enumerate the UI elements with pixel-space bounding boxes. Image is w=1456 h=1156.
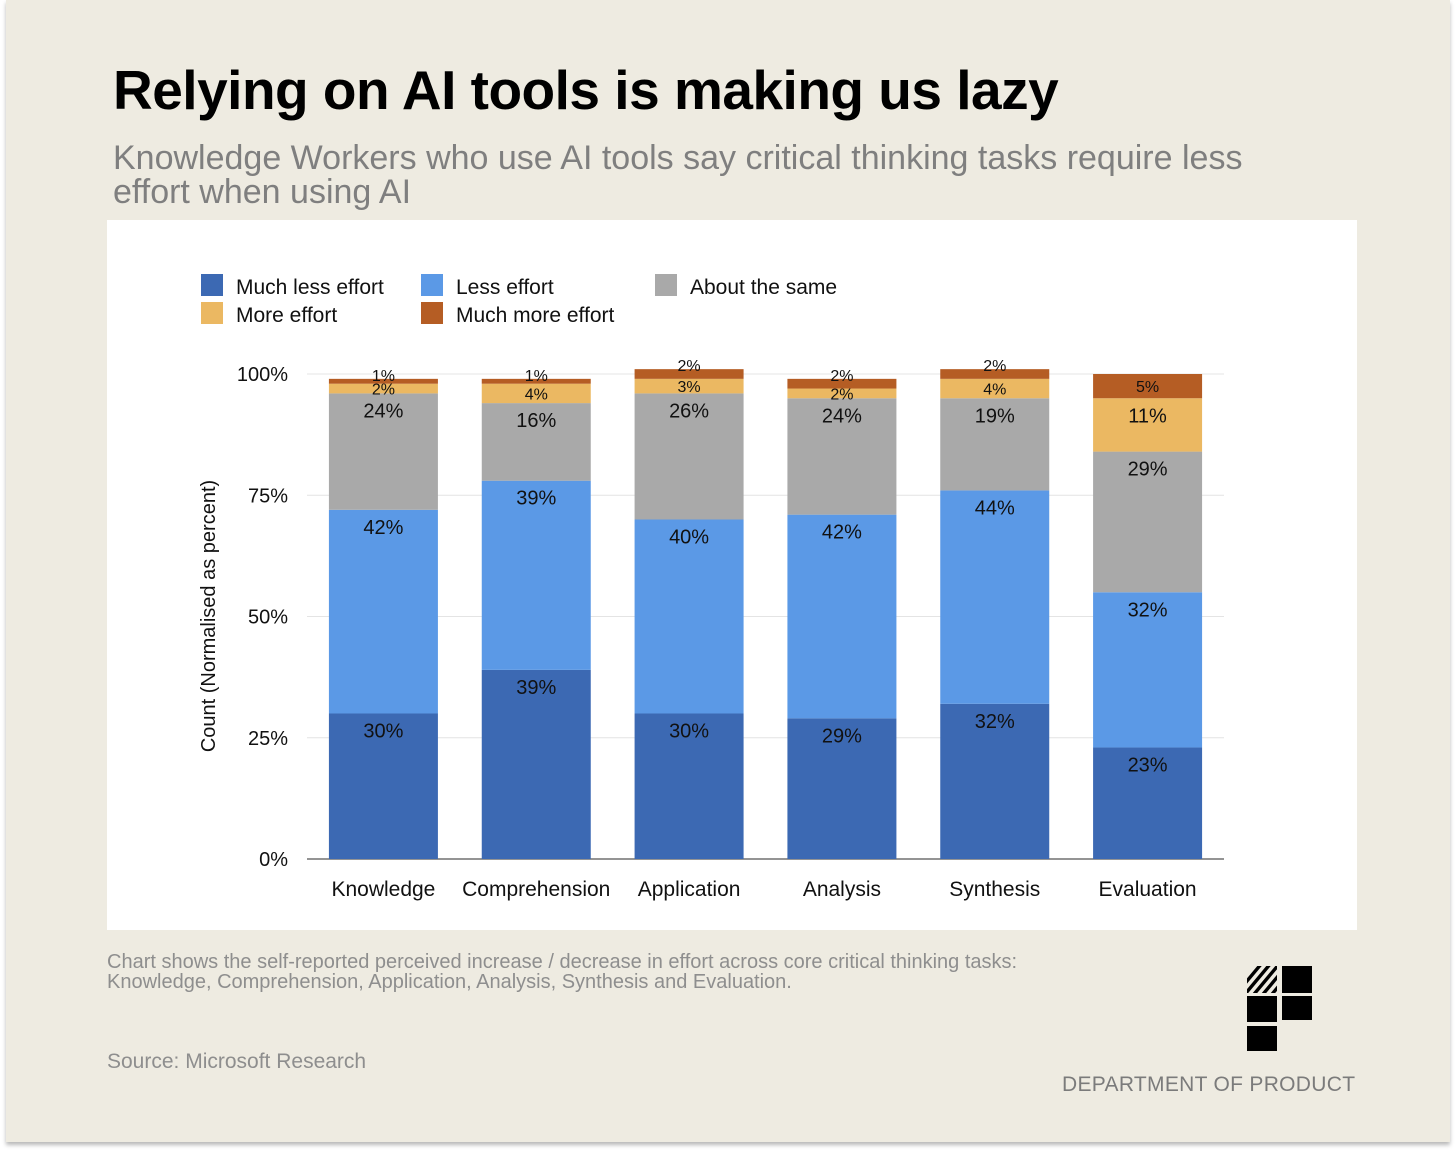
- bar-value-label: 32%: [1128, 599, 1168, 621]
- bar-value-label: 2%: [830, 368, 853, 385]
- legend-swatch: [201, 274, 223, 296]
- bar-segment: [328, 713, 438, 859]
- bar-segment: [1093, 374, 1203, 399]
- stacked-bar-chart: 0% 25% 50% 75% 100% Count (Normalised as perc…: [198, 274, 1224, 901]
- bar-segment: [328, 509, 438, 714]
- bar-segment: [634, 393, 744, 520]
- bar-segment: [328, 383, 438, 394]
- bar-value-label: 2%: [830, 386, 853, 403]
- bar-value-label: 3%: [678, 379, 701, 396]
- x-tick-label: Analysis: [803, 878, 881, 901]
- bar-value-label: 29%: [822, 725, 862, 747]
- x-tick-label: Knowledge: [331, 878, 435, 901]
- legend-swatch: [421, 302, 443, 324]
- bar-segment: [481, 378, 591, 384]
- chart-caption: Chart shows the self-reported perceived …: [107, 951, 1018, 993]
- bar-segment: [787, 388, 897, 399]
- bar-segment: [940, 398, 1050, 491]
- bar-value-label: 1%: [525, 368, 548, 385]
- bar-value-label: 24%: [363, 400, 403, 422]
- y-axis-title: Count (Normalised as percent): [198, 480, 220, 752]
- bar-segment: [481, 480, 591, 670]
- legend-label: Much less effort: [236, 276, 384, 299]
- bar-segment: [481, 403, 591, 481]
- bar-segment: [634, 713, 744, 859]
- bar-value-label: 42%: [363, 517, 403, 539]
- y-tick-label: 25%: [248, 728, 288, 750]
- bar-value-label: 4%: [983, 382, 1006, 399]
- legend-label: About the same: [690, 276, 837, 299]
- brand-name: DEPARTMENT OF PRODUCT: [1062, 1073, 1356, 1096]
- bar-value-label: 40%: [669, 527, 709, 549]
- bar-value-label: 5%: [1136, 379, 1159, 396]
- bar-value-label: 2%: [983, 358, 1006, 375]
- bar-segment: [481, 669, 591, 859]
- bar-segment: [940, 369, 1050, 379]
- bar-value-label: 39%: [516, 488, 556, 510]
- page-subtitle: Knowledge Workers who use AI tools say c…: [113, 139, 1243, 211]
- bar-segment: [787, 718, 897, 859]
- bar-segment: [1093, 398, 1203, 452]
- bar-value-label: 26%: [669, 400, 709, 422]
- bar-value-label: 2%: [372, 382, 395, 399]
- bar-value-label: 1%: [372, 368, 395, 385]
- bar-segment: [634, 378, 744, 394]
- bar-value-label: 29%: [1128, 459, 1168, 481]
- bar-segment: [787, 378, 897, 389]
- x-tick-label: Application: [638, 878, 741, 901]
- bar-segment: [787, 398, 897, 515]
- bar-segment: [787, 514, 897, 719]
- bar-value-label: 24%: [822, 405, 862, 427]
- bar-value-label: 30%: [669, 721, 709, 743]
- bar-value-label: 39%: [516, 677, 556, 699]
- bar-value-label: 2%: [678, 358, 701, 375]
- y-tick-label: 0%: [259, 849, 288, 871]
- bar-value-label: 32%: [975, 711, 1015, 733]
- legend-label: More effort: [236, 304, 337, 327]
- bar-segment: [634, 519, 744, 714]
- bar-value-label: 23%: [1128, 754, 1168, 776]
- bar-segment: [481, 383, 591, 404]
- bar-value-label: 44%: [975, 497, 1015, 519]
- bar-value-label: 42%: [822, 522, 862, 544]
- bar-value-label: 11%: [1128, 405, 1167, 427]
- x-tick-label: Evaluation: [1099, 878, 1197, 901]
- chart-panel: 0% 25% 50% 75% 100% Count (Normalised as perc…: [107, 220, 1357, 930]
- bar-segment: [634, 369, 744, 379]
- bar-value-label: 30%: [363, 721, 403, 743]
- legend-label: Much more effort: [456, 304, 615, 327]
- bar-segment: [1093, 592, 1203, 748]
- department-of-product-logo-icon: [1247, 966, 1312, 1051]
- y-tick-label: 50%: [248, 607, 288, 629]
- legend-swatch: [201, 302, 223, 324]
- bar-value-label: 19%: [975, 405, 1015, 427]
- bar-segment: [1093, 451, 1203, 593]
- bar-segment: [1093, 747, 1203, 859]
- bar-value-label: 4%: [525, 386, 548, 403]
- bar-segment: [940, 490, 1050, 704]
- legend-swatch: [421, 274, 443, 296]
- x-tick-label: Synthesis: [949, 878, 1040, 901]
- page-title: Relying on AI tools is making us lazy: [113, 59, 1059, 121]
- bar-value-label: 16%: [516, 410, 556, 432]
- source-note: Source: Microsoft Research: [107, 1050, 367, 1073]
- y-tick-label: 75%: [248, 485, 288, 507]
- legend-label: Less effort: [456, 276, 554, 299]
- bar-segment: [940, 378, 1050, 399]
- legend-swatch: [655, 274, 677, 296]
- bar-segment: [328, 378, 438, 384]
- y-tick-label: 100%: [237, 364, 288, 386]
- bar-segment: [940, 703, 1050, 859]
- bar-segment: [328, 393, 438, 510]
- x-tick-label: Comprehension: [462, 878, 610, 901]
